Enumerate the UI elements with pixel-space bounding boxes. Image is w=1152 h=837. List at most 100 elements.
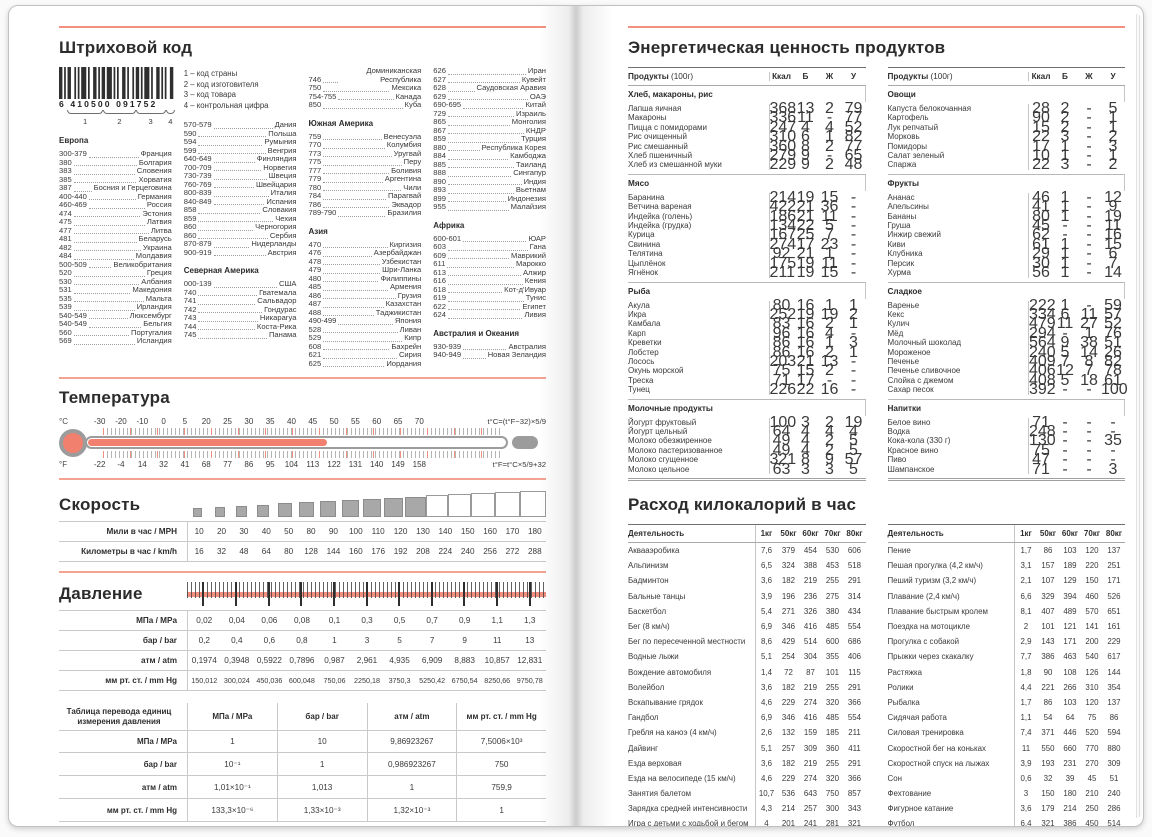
activity-kcal-value: 54 [1043,713,1053,723]
activity-kcal-value: 594 [1107,728,1121,738]
pressure-value: 11 [492,636,502,645]
country-code: 730-739 [183,171,212,180]
country-code: 740 [183,287,197,297]
dot-leader [447,317,523,319]
speed-square [448,494,471,517]
country-code-item: 955 Малайзия [433,202,546,212]
country-name: Румыния [264,137,297,146]
dot-leader [323,281,379,282]
activity-kcal-value: 520 [1085,728,1099,738]
fahrenheit-value: -22 [93,460,106,469]
fahrenheit-value: 131 [348,460,363,469]
food-product-name: Мёд [887,328,904,338]
dot-leader [213,178,267,180]
right-page: Энергетическая ценность продуктов Продук… [576,6,1143,827]
country-code-item: 870-879 Нидерланды [184,239,297,249]
fahrenheit-unit-label: °F [59,460,68,469]
country-name: Босния и Герцеговина [93,183,172,192]
activity-row: Фехтование 3 150 180 210 240 [888,786,1126,802]
country-code: 629 [433,91,446,101]
dot-leader [88,156,139,158]
country-name: Азербайджан [373,248,422,257]
food-fat-value: 11 [1080,305,1098,323]
pressure-row: МПа / MPa 0,02 0,04 0,06 0,08 0,1 0,3 0,5 0,7 0,9… [59,610,546,630]
activity-kcal-value: 250 [1085,804,1099,814]
food-product-name: Печенье [887,356,920,366]
pressure-scale-rows: МПа / MPa 0,02 0,04 0,06 0,08 0,1 0,3 0,5 0,7 0,9… [59,610,546,691]
country-code-item: 860 Сербия [184,231,297,241]
country-name: Никарагуа [259,313,297,322]
food-section-names: Белое вино Водка Кока-кола (330 г) Красное … [888,418,1029,474]
dot-leader [213,255,266,256]
dot-leader [73,190,92,192]
country-code-item: 629 ОАЭ [433,91,546,102]
food-protein-value: 1 [1060,245,1070,263]
activity-values: 2 101 121 141 161 [1014,618,1125,635]
pressure-value: 0,06 [261,616,278,625]
activity-row: Поездка на мотоцикле 2 101 121 141 161 [888,618,1126,635]
activity-name: Растяжка [887,667,923,677]
activity-kcal-value: 150 [1085,576,1099,586]
activity-kcal-value: 600 [825,637,840,647]
country-code-item: 488 Таджикистан [309,308,422,318]
food-fat-value: 38 [1080,334,1098,352]
activity-name: Игра с детьми с ходьбой и бегом [628,819,749,827]
dot-leader [323,164,402,166]
country-code: 618 [433,284,446,294]
country-code: 487 [308,299,322,308]
activity-values: 6,9 346 416 485 554 [754,710,866,726]
dot-leader [73,258,134,260]
speed-square [256,504,270,517]
calories-weight-header: 1кг [760,529,773,538]
activity-kcal-value: 360 [825,743,840,753]
speed-square-cell [339,489,361,517]
food-fat-value: - [1086,432,1092,450]
activity-values: 4,4 221 266 310 354 [1014,679,1125,695]
country-code: 531 [59,285,72,294]
activity-kcal-value: 1,4 [761,667,772,677]
pressure-value: 0,5922 [256,656,282,665]
activity-kcal-value: 115 [848,667,861,677]
country-name: Гондурас [264,304,297,314]
pressure-value: 750,06 [323,676,346,685]
country-code-item: 800-839 Италия [184,188,297,198]
country-code-item: 880 Республика Корея [433,143,546,153]
dot-leader [88,267,112,268]
activity-kcal-value: 45 [1087,773,1097,783]
country-name: Украина [142,242,172,252]
kmh-value: 80 [284,547,294,556]
country-name: Эквадор [391,199,422,209]
conversion-row: бар / bar 10⁻¹ 1 0,986923267 750 [59,752,546,775]
kmh-value: 32 [217,547,227,556]
dot-leader [213,161,255,163]
food-carbs-value: 26 [1104,343,1122,361]
country-code: 486 [308,290,322,300]
food-kcal-value: 211 [769,264,796,282]
calories-activity-header: Деятельность [628,529,685,538]
mph-value: 110 [371,527,385,536]
activity-kcal-value: 324 [781,561,796,571]
dot-leader [447,209,509,211]
activity-kcal-value: 3,9 [761,591,772,601]
activity-values: 3,9 196 236 275 314 [754,588,866,604]
mph-row: Мили в час / MPH 10 20 30 40 50 80 90 100 110 120… [59,521,546,541]
activity-row: Вскапывание грядок 4,6 229 274 320 366 [628,694,866,711]
activity-kcal-value: 463 [1063,652,1077,662]
country-name: Боливия [391,165,422,175]
activity-kcal-value: 3,6 [761,576,772,586]
food-product-name: Сахар песок [887,385,934,395]
food-product-name: Йогурт фруктовый [628,417,697,427]
country-name: Ливан [399,324,422,334]
conversion-value: 7,5006×10³ [456,731,546,752]
dot-leader [447,300,524,302]
food-kcal-value: 46 [1032,188,1050,206]
activity-kcal-value: 196 [781,591,796,601]
food-fat-value: - [1086,460,1092,478]
thermometer-graphic [59,428,546,458]
dot-leader [323,198,386,200]
activity-values: 10,7 536 643 750 857 [754,786,866,802]
conversion-row-cells: 133,3×10⁻⁶ 1,33×10⁻³ 1,32×10⁻³ 1 [187,799,546,821]
country-code-item: 529 Кипр [309,333,422,343]
country-name: Словакия [262,205,297,214]
activity-row: Пение 1,7 86 103 120 137 [888,543,1126,559]
